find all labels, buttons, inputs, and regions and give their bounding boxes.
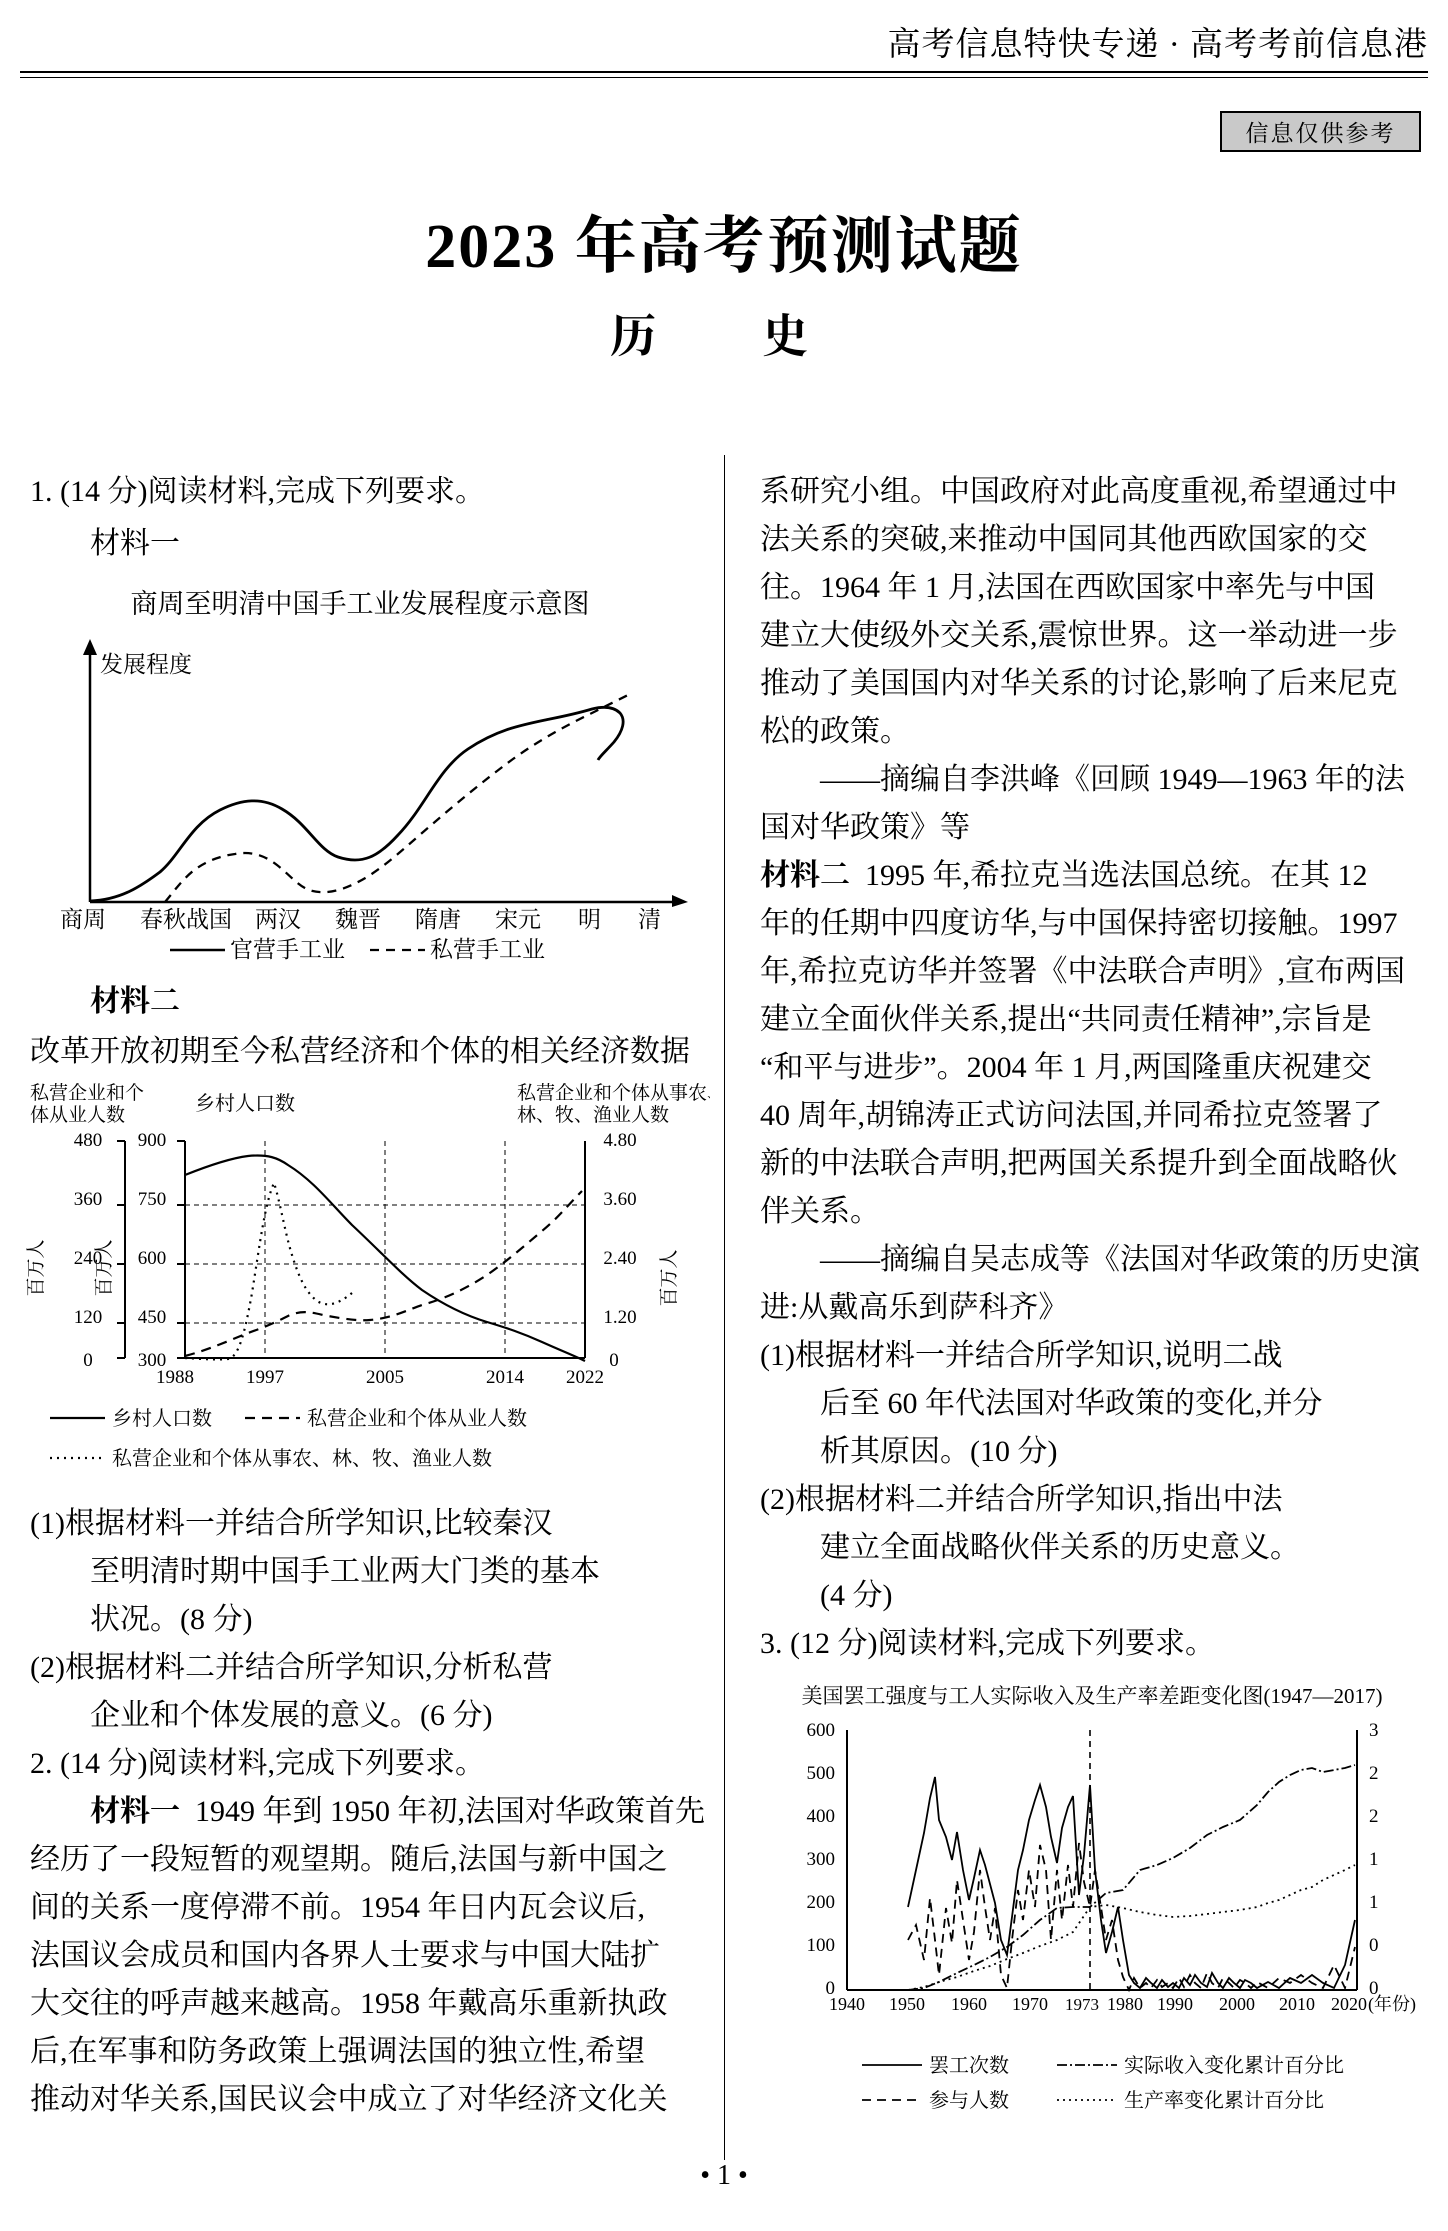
svg-text:罢工次数: 罢工次数 [929, 2054, 1009, 2077]
svg-text:3: 3 [1369, 1720, 1379, 1741]
svg-text:两汉: 两汉 [255, 907, 301, 932]
svg-text:宋元: 宋元 [495, 907, 541, 932]
svg-text:120: 120 [74, 1307, 103, 1328]
svg-text:乡村人口数: 乡村人口数 [195, 1092, 295, 1115]
svg-text:百万人: 百万人 [25, 1239, 47, 1296]
svg-text:0: 0 [1369, 1935, 1379, 1956]
svg-text:体从业人数: 体从业人数 [30, 1104, 125, 1126]
svg-text:明: 明 [578, 907, 601, 932]
svg-text:1950: 1950 [889, 1994, 925, 2014]
svg-text:实际收入变化累计百分比: 实际收入变化累计百分比 [1124, 2054, 1344, 2077]
svg-text:4.80: 4.80 [603, 1130, 636, 1151]
svg-text:600: 600 [138, 1248, 167, 1269]
svg-text:私营企业和个体从事农、: 私营企业和个体从事农、 [517, 1083, 710, 1104]
svg-text:400: 400 [807, 1806, 836, 1827]
svg-text:(年份): (年份) [1368, 1993, 1416, 2015]
svg-text:生产率变化累计百分比: 生产率变化累计百分比 [1124, 2089, 1324, 2112]
svg-text:1940: 1940 [829, 1994, 865, 2014]
svg-text:500: 500 [807, 1763, 836, 1784]
svg-text:1: 1 [1369, 1892, 1379, 1913]
svg-text:2022: 2022 [566, 1367, 604, 1388]
svg-text:2010: 2010 [1279, 1994, 1315, 2014]
svg-text:商周: 商周 [60, 907, 106, 932]
svg-text:1973: 1973 [1065, 1995, 1099, 2014]
svg-text:0: 0 [83, 1350, 93, 1371]
svg-text:私营企业和个体从业人数: 私营企业和个体从业人数 [307, 1407, 527, 1430]
svg-text:750: 750 [138, 1189, 167, 1210]
svg-text:隋唐: 隋唐 [415, 907, 461, 932]
svg-text:1990: 1990 [1157, 1994, 1193, 2014]
svg-text:私营手工业: 私营手工业 [430, 937, 545, 962]
svg-text:官营手工业: 官营手工业 [230, 937, 345, 962]
svg-text:900: 900 [138, 1130, 167, 1151]
svg-text:清: 清 [638, 907, 661, 932]
svg-text:1970: 1970 [1012, 1994, 1048, 2014]
svg-text:林、牧、渔业人数: 林、牧、渔业人数 [517, 1104, 669, 1126]
svg-text:300: 300 [807, 1849, 836, 1870]
svg-text:1980: 1980 [1107, 1994, 1143, 2014]
svg-text:2.40: 2.40 [603, 1248, 636, 1269]
svg-text:450: 450 [138, 1307, 167, 1328]
svg-text:2014: 2014 [486, 1367, 525, 1388]
svg-text:1997: 1997 [246, 1367, 284, 1388]
svg-text:春秋战国: 春秋战国 [140, 907, 232, 932]
svg-text:1988: 1988 [156, 1367, 194, 1388]
svg-text:600: 600 [807, 1720, 836, 1741]
svg-text:私营企业和个体从事农、林、牧、渔业人数: 私营企业和个体从事农、林、牧、渔业人数 [112, 1447, 492, 1470]
svg-text:1: 1 [1369, 1849, 1379, 1870]
svg-text:480: 480 [74, 1130, 103, 1151]
svg-text:1960: 1960 [951, 1994, 987, 2014]
svg-text:200: 200 [807, 1892, 836, 1913]
svg-text:2020: 2020 [1331, 1994, 1367, 2014]
svg-text:魏晋: 魏晋 [335, 907, 381, 932]
svg-text:2: 2 [1369, 1806, 1379, 1827]
svg-text:3.60: 3.60 [603, 1189, 636, 1210]
svg-text:乡村人口数: 乡村人口数 [112, 1407, 212, 1430]
svg-text:1.20: 1.20 [603, 1307, 636, 1328]
svg-text:100: 100 [807, 1935, 836, 1956]
svg-text:360: 360 [74, 1189, 103, 1210]
svg-text:百万人: 百万人 [93, 1239, 115, 1296]
svg-text:发展程度: 发展程度 [100, 652, 192, 677]
svg-text:2000: 2000 [1219, 1994, 1255, 2014]
svg-text:2: 2 [1369, 1763, 1379, 1784]
svg-text:参与人数: 参与人数 [929, 2089, 1009, 2112]
svg-text:百万人: 百万人 [658, 1249, 680, 1306]
svg-text:2005: 2005 [366, 1367, 404, 1388]
svg-text:0: 0 [609, 1350, 619, 1371]
svg-text:私营企业和个: 私营企业和个 [30, 1083, 144, 1104]
